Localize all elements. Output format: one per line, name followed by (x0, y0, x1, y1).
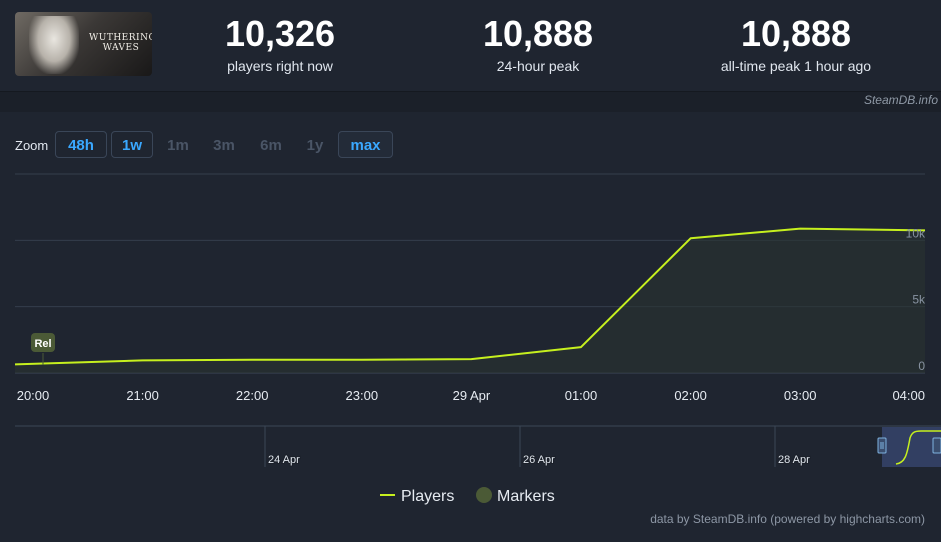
navigator-label: 28 Apr (778, 454, 810, 466)
zoom-max-button[interactable]: max (338, 131, 393, 158)
y-tick-label: 10k (906, 226, 926, 240)
navigator-selection[interactable] (882, 427, 941, 467)
zoom-1m-button: 1m (167, 137, 189, 154)
stat-label: 24-hour peak (496, 58, 580, 74)
navigator-label: 24 Apr (268, 454, 300, 466)
chart-area (15, 228, 925, 373)
x-axis-labels: 20:00 21:00 22:00 23:00 29 Apr 01:00 02:00 03:0… (17, 388, 925, 403)
series-area-fill (15, 228, 925, 373)
marker-label: Rel (34, 338, 51, 350)
legend-label: Markers (497, 488, 555, 505)
navigator-right-handle[interactable] (932, 437, 941, 454)
y-tick-label: 0 (918, 359, 925, 373)
y-tick-label: 5k (912, 293, 926, 307)
players-line (14, 227, 926, 366)
chart-legend: Players Markers (380, 487, 555, 505)
steamdb-credit[interactable]: SteamDB.info (863, 93, 938, 107)
legend-circle-symbol (476, 487, 492, 503)
zoom-48h-button[interactable]: 48h (55, 131, 107, 158)
character-artwork (29, 16, 79, 74)
zoom-1y-button: 1y (306, 137, 324, 154)
x-tick-label: 02:00 (674, 388, 707, 403)
release-markers: Rel (31, 333, 55, 365)
stat-all-time-peak: 10,888 all-time peak 1 hour ago (686, 13, 906, 74)
release-marker[interactable]: Rel (31, 333, 55, 365)
stats-bar: WUTHERING WAVES 10,326 players right now… (0, 0, 941, 92)
navigator-label: 26 Apr (523, 454, 555, 466)
stat-value: 10,888 (740, 13, 852, 54)
x-tick-label: 04:00 (892, 388, 925, 403)
marker-flag (31, 333, 55, 352)
legend-item-players[interactable]: Players (380, 488, 454, 505)
zoom-6m-button: 6m (260, 137, 282, 154)
legend-label: Players (401, 488, 454, 505)
stat-value: 10,888 (482, 13, 594, 54)
stat-label: all-time peak 1 hour ago (720, 58, 872, 74)
y-axis-labels: 0 5k 10k (906, 226, 926, 373)
x-tick-label: 03:00 (784, 388, 817, 403)
zoom-3m-button: 3m (213, 137, 235, 154)
stat-players-now: 10,326 players right now (170, 13, 390, 74)
game-logo: WUTHERING WAVES (89, 33, 152, 53)
legend-item-markers[interactable]: Markers (476, 487, 555, 505)
game-thumbnail[interactable]: WUTHERING WAVES (15, 12, 152, 76)
navigator-left-handle[interactable] (877, 437, 887, 454)
x-tick-label: 20:00 (17, 388, 50, 403)
navigator-series-preview (895, 430, 941, 465)
stat-label: players right now (227, 58, 333, 74)
x-tick-label: 21:00 (126, 388, 159, 403)
x-tick-label: 01:00 (565, 388, 598, 403)
x-tick-label: 29 Apr (453, 388, 491, 403)
zoom-1w-button[interactable]: 1w (111, 131, 153, 158)
stat-value: 10,326 (224, 13, 336, 54)
zoom-label: Zoom (15, 138, 49, 153)
x-tick-label: 22:00 (236, 388, 269, 403)
highcharts-credit[interactable]: data by SteamDB.info (powered by highcha… (650, 512, 925, 526)
stat-24h-peak: 10,888 24-hour peak (428, 13, 648, 74)
navigator[interactable]: 24 Apr 26 Apr 28 Apr (15, 425, 941, 467)
x-tick-label: 23:00 (346, 388, 379, 403)
players-series (14, 227, 926, 366)
